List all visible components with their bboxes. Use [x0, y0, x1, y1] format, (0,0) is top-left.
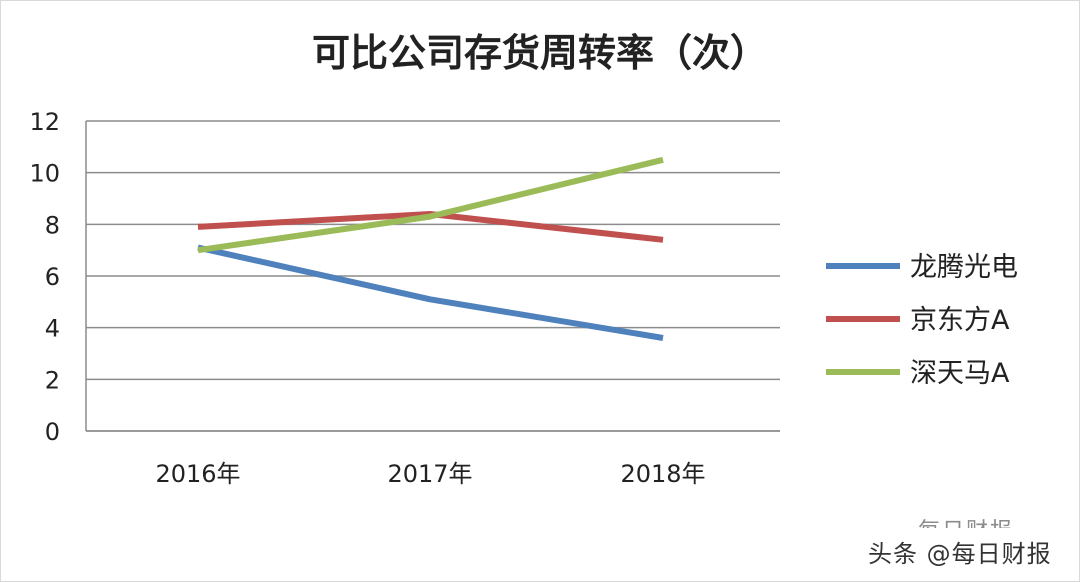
y-tick-label: 0 [45, 418, 60, 446]
legend-label: 深天马A [910, 358, 1010, 389]
series-line [197, 156, 664, 254]
legend-label: 龙腾光电 [910, 252, 1018, 283]
chart-title: 可比公司存货周转率（次） [311, 31, 768, 75]
y-tick-label: 4 [45, 315, 60, 343]
series-line [197, 244, 664, 341]
x-tick-label: 2018年 [620, 460, 705, 488]
x-tick-label: 2017年 [387, 460, 472, 488]
y-tick-label: 10 [29, 160, 60, 188]
y-tick-label: 2 [45, 366, 60, 394]
legend-label: 京东方A [910, 305, 1010, 336]
y-tick-label: 12 [29, 108, 60, 136]
y-tick-label: 6 [45, 263, 60, 291]
x-tick-label: 2016年 [155, 460, 240, 488]
faded-watermark: 每日财报 [918, 513, 1014, 528]
y-tick-label: 8 [45, 211, 60, 239]
watermark: 头条 @每日财报 [868, 540, 1052, 568]
